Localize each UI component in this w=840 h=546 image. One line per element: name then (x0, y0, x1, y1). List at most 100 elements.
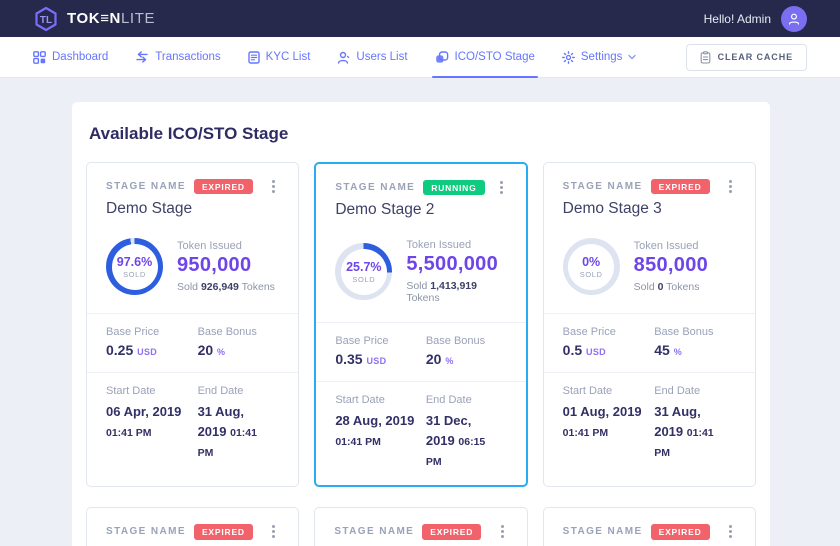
base-price-label: Base Price (106, 326, 160, 338)
base-price-value: 0.35 USD (335, 351, 387, 367)
stage-card: STAGE NAME EXPIRED Demo Stage 4 0% SOLD … (86, 507, 300, 546)
base-bonus-value: 20 % (425, 351, 454, 367)
nav-item-label: KYC List (265, 51, 311, 63)
token-issued-value: 950,000 (177, 254, 252, 276)
sold-tokens-line: Sold 926,949 Tokens (177, 281, 275, 293)
stage-card: STAGE NAME EXPIRED Demo Stage 6 0% SOLD … (542, 507, 756, 546)
brand-cube-icon: TL (33, 6, 59, 32)
price-bonus-section: Base Price 0.5 USD Base Bonus 45 % (543, 313, 755, 372)
token-issued-label: Token Issued (406, 239, 472, 251)
sold-tokens-value: 0 (657, 281, 664, 293)
percent-unit: % (217, 347, 226, 357)
base-price-label: Base Price (562, 326, 616, 338)
price-bonus-section: Base Price 0.25 USD Base Bonus 20 % (87, 313, 299, 372)
start-date-value: 06 Apr, 2019 01:41 PM (106, 404, 182, 440)
base-price-value: 0.5 USD (562, 342, 606, 358)
nav-item-label: Users List (356, 51, 408, 63)
token-issued-label: Token Issued (633, 240, 699, 252)
start-date-value: 28 Aug, 2019 01:41 PM (335, 413, 415, 449)
end-date-value: 31 Aug, 2019 01:41 PM (197, 404, 257, 460)
end-date-label: End Date (197, 385, 244, 397)
kebab-menu-icon[interactable] (725, 178, 736, 195)
base-price-label: Base Price (335, 335, 389, 347)
token-issued-value: 5,500,000 (406, 253, 499, 275)
base-bonus-value: 20 % (197, 342, 226, 358)
sold-word-label: SOLD (352, 274, 376, 284)
stage-name-label: STAGE NAME (106, 526, 186, 538)
ico-stage-icon (435, 50, 449, 64)
start-date-label: Start Date (562, 385, 613, 397)
base-bonus-label: Base Bonus (425, 335, 486, 347)
kebab-menu-icon[interactable] (725, 523, 736, 540)
dates-section: Start Date 01 Aug, 2019 01:41 PM End Dat… (543, 372, 755, 476)
stage-card-grid: STAGE NAME EXPIRED Demo Stage 97.6% SOLD… (86, 162, 756, 546)
sold-tokens-line: Sold 1,413,919 Tokens (406, 280, 477, 304)
kebab-menu-icon[interactable] (497, 523, 508, 540)
nav-item-label: ICO/STO Stage (454, 51, 535, 63)
status-badge: RUNNING (423, 179, 485, 196)
clear-cache-label: CLEAR CACHE (717, 52, 793, 62)
percent-unit: % (673, 347, 682, 357)
nav-item-kyc-list[interactable]: KYC List (247, 37, 311, 77)
stage-card: STAGE NAME EXPIRED Demo Stage 97.6% SOLD… (86, 162, 300, 488)
nav-item-settings[interactable]: Settings (561, 37, 637, 77)
sold-tokens-value: 926,949 (200, 281, 239, 293)
content-panel: Available ICO/STO Stage STAGE NAME EXPIR… (72, 102, 770, 546)
sold-tokens-line: Sold 0 Tokens (633, 281, 700, 293)
stage-card: STAGE NAME EXPIRED Demo Stage 5 0% SOLD … (314, 507, 528, 546)
page-title: Available ICO/STO Stage (89, 124, 289, 143)
start-date-label: Start Date (335, 394, 385, 406)
person-icon (788, 13, 800, 25)
start-date-value: 01 Aug, 2019 01:41 PM (562, 404, 642, 440)
nav-item-ico-sto-stage[interactable]: ICO/STO Stage (431, 37, 539, 78)
svg-text:TL: TL (40, 15, 52, 26)
brand-logo[interactable]: TL TOK≡NLITE (33, 6, 155, 32)
stage-card: STAGE NAME RUNNING Demo Stage 2 25.7% SO… (314, 162, 528, 488)
kebab-menu-icon[interactable] (268, 523, 279, 540)
token-issued-value: 850,000 (633, 254, 709, 276)
token-issued-label: Token Issued (177, 240, 242, 252)
usd-unit: USD (366, 356, 387, 366)
kebab-menu-icon[interactable] (268, 178, 279, 195)
token-issued-block: Token Issued 5,500,000 Sold 1,413,919 To… (406, 239, 506, 304)
stage-name-label: STAGE NAME (335, 182, 416, 193)
dates-section: Start Date 06 Apr, 2019 01:41 PM End Dat… (87, 372, 299, 476)
base-bonus-value: 45 % (654, 342, 682, 358)
kebab-menu-icon[interactable] (496, 179, 507, 196)
end-date-value: 31 Aug, 2019 01:41 PM (654, 404, 714, 460)
status-badge: EXPIRED (650, 524, 710, 540)
percent-unit: % (445, 356, 454, 366)
stage-card: STAGE NAME EXPIRED Demo Stage 3 0% SOLD … (542, 162, 756, 488)
nav-item-label: Transactions (155, 51, 221, 63)
clipboard-icon (700, 50, 711, 64)
greeting-text: Hello! Admin (703, 11, 771, 26)
clear-cache-button[interactable]: CLEAR CACHE (685, 43, 807, 71)
price-bonus-section: Base Price 0.35 USD Base Bonus 20 % (316, 322, 526, 381)
status-badge: EXPIRED (650, 178, 710, 195)
user-avatar[interactable] (781, 5, 807, 32)
stage-name-label: STAGE NAME (562, 181, 643, 192)
base-bonus-label: Base Bonus (197, 326, 257, 338)
sold-progress-ring: 97.6% SOLD (106, 238, 163, 295)
sold-word-label: SOLD (579, 269, 603, 279)
status-badge: EXPIRED (422, 524, 482, 540)
stage-name-label: STAGE NAME (562, 526, 643, 538)
main-nav: Dashboard Transactions KYC List Users List I… (0, 37, 840, 78)
status-badge: EXPIRED (193, 178, 253, 195)
nav-item-transactions[interactable]: Transactions (135, 37, 221, 77)
usd-unit: USD (586, 347, 606, 357)
nav-item-users-list[interactable]: Users List (337, 37, 408, 77)
users-list-icon (337, 51, 350, 64)
gear-icon (561, 50, 575, 64)
nav-item-dashboard[interactable]: Dashboard (33, 37, 108, 77)
stage-name-label: STAGE NAME (334, 526, 415, 538)
sold-percent-value: 25.7% (346, 259, 382, 274)
token-issued-block: Token Issued 850,000 Sold 0 Tokens (634, 240, 708, 293)
status-badge: EXPIRED (193, 524, 253, 540)
base-bonus-label: Base Bonus (654, 326, 714, 338)
stage-title: Demo Stage 2 (335, 201, 435, 218)
kyc-list-icon (247, 50, 260, 64)
dates-section: Start Date 28 Aug, 2019 01:41 PM End Dat… (316, 381, 526, 485)
token-issued-block: Token Issued 950,000 Sold 926,949 Tokens (177, 240, 275, 293)
end-date-label: End Date (654, 385, 701, 397)
